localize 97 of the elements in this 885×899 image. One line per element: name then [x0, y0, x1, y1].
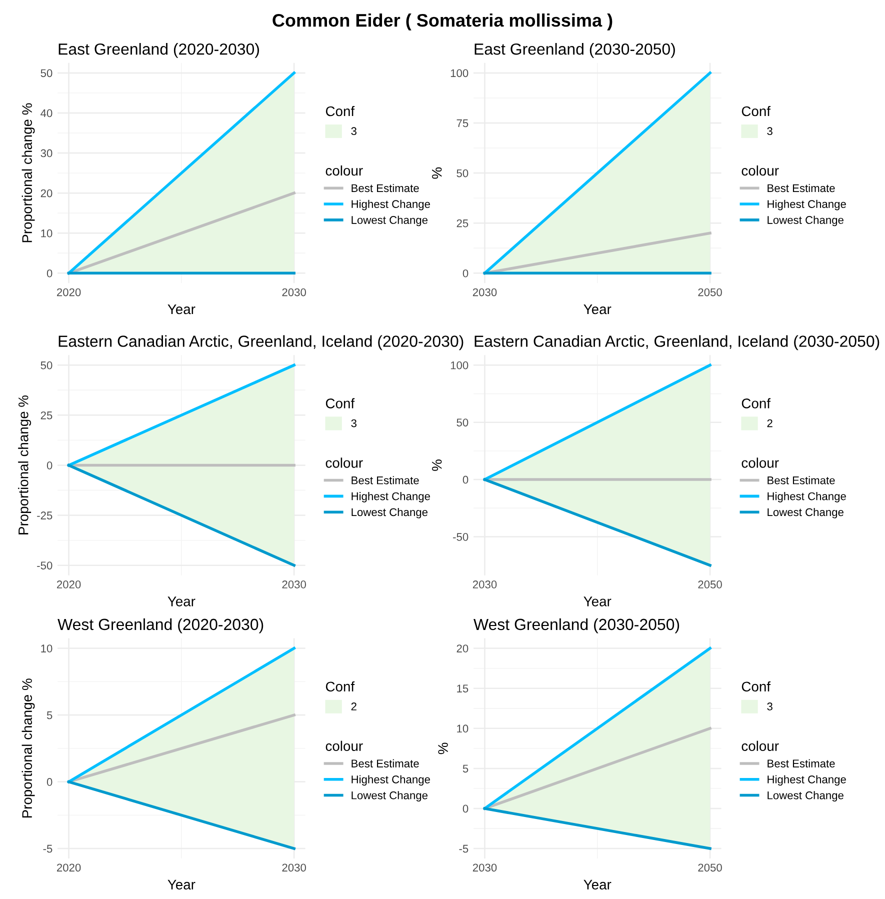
legend-title: colour [326, 165, 363, 176]
y-tick-label: 15 [457, 684, 468, 692]
legend-label: Lowest Change [768, 791, 844, 802]
y-tick-label: 50 [40, 69, 52, 78]
y-tick-label: 0 [46, 269, 52, 278]
y-tick-label: 5 [462, 764, 468, 773]
x-axis-title: Year [168, 596, 196, 606]
legend-label: Lowest Change [352, 791, 428, 802]
x-tick-label: 2030 [282, 864, 306, 872]
x-axis-title: Year [584, 304, 612, 314]
legend-label: Lowest Change [352, 216, 428, 226]
y-tick-label: 100 [450, 69, 468, 78]
y-tick-label: 40 [40, 109, 52, 118]
legend-label: Highest Change [768, 200, 846, 210]
y-tick-label: 75 [456, 119, 468, 128]
y-tick-label: 20 [40, 189, 52, 198]
legend-title: colour [742, 740, 779, 751]
text: 3 [767, 127, 772, 136]
chart-title: Eastern Canadian Arctic, Greenland, Iceland (2020-2030) [58, 335, 464, 350]
y-tick-label: 10 [41, 644, 52, 652]
y-tick-label: 0 [462, 804, 468, 813]
legend-label: Best Estimate [768, 759, 835, 768]
y-tick-label: 10 [457, 724, 468, 733]
x-tick-label: 2030 [472, 580, 497, 588]
x-tick-label: 2050 [698, 580, 722, 588]
y-tick-label: -50 [453, 533, 468, 541]
x-axis-title: Year [584, 596, 612, 606]
y-axis-title: Proportional change % [18, 395, 32, 534]
y-tick-label: 0 [46, 778, 52, 786]
legend-title: colour [326, 740, 363, 751]
legend-title: colour [742, 458, 779, 468]
legend-label: Best Estimate [768, 476, 835, 484]
legend-label: Best Estimate [352, 759, 419, 768]
y-tick-label: 5 [46, 711, 52, 720]
x-axis-title: Year [168, 880, 196, 890]
text: Conf [742, 106, 771, 116]
x-tick-label: 2050 [698, 288, 722, 296]
y-tick-label: 0 [462, 476, 468, 484]
y-tick-label: 50 [40, 361, 52, 370]
x-tick-label: 2030 [472, 864, 497, 872]
x-tick-label: 2050 [698, 864, 722, 872]
y-axis-title: Proportional change % [22, 678, 35, 818]
legend-label: Highest Change [352, 492, 430, 502]
x-tick-label: 2030 [282, 288, 306, 296]
text: 2 [767, 419, 772, 428]
x-tick-label: 2020 [56, 864, 81, 872]
y-tick-label: -50 [37, 562, 52, 570]
x-tick-label: 2020 [56, 288, 81, 296]
text: 3 [767, 702, 772, 710]
y-axis-title: Proportional change % [22, 103, 35, 242]
y-tick-label: 10 [41, 229, 52, 238]
chart-title: West Greenland (2030-2050) [474, 618, 680, 634]
y-axis-title: % [432, 460, 442, 471]
y-axis-title: % [438, 742, 448, 754]
chart-title: Eastern Canadian Arctic, Greenland, Iceland (2030-2050) [474, 335, 880, 350]
legend-label: Best Estimate [352, 476, 419, 484]
text: Conf [326, 681, 355, 692]
chart-title: West Greenland (2020-2030) [58, 618, 264, 634]
chart-title: East Greenland (2020-2030) [58, 43, 259, 58]
y-tick-label: 50 [456, 418, 468, 426]
x-axis-title: Year [584, 880, 612, 890]
y-tick-label: 30 [40, 149, 52, 158]
chart-title: East Greenland (2030-2050) [474, 43, 675, 58]
legend-label: Lowest Change [768, 508, 844, 518]
text: 2 [351, 702, 356, 710]
y-tick-label: 25 [456, 219, 468, 228]
text: Conf [742, 681, 771, 692]
legend-label: Lowest Change [768, 216, 844, 226]
x-axis-title: Year [168, 304, 196, 314]
text: Common Eider ( Somateria mollissima ) [272, 13, 612, 30]
legend-label: Highest Change [768, 492, 846, 502]
legend-label: Best Estimate [352, 184, 419, 192]
text: 3 [351, 127, 356, 136]
x-tick-label: 2030 [472, 288, 497, 296]
y-tick-label: -5 [459, 844, 468, 853]
y-tick-label: 0 [46, 462, 52, 470]
legend-label: Best Estimate [768, 184, 835, 192]
y-tick-label: -5 [43, 844, 52, 853]
legend-title: colour [742, 165, 779, 176]
y-tick-label: 0 [462, 269, 468, 278]
legend-label: Lowest Change [352, 508, 428, 518]
text: Conf [742, 398, 771, 408]
legend-label: Highest Change [352, 775, 430, 786]
y-tick-label: 25 [40, 411, 52, 420]
text: 3 [351, 419, 356, 428]
y-tick-label: 20 [456, 644, 468, 652]
legend-label: Highest Change [768, 775, 846, 786]
x-tick-label: 2020 [56, 580, 81, 588]
y-axis-title: % [432, 167, 442, 179]
y-tick-label: -25 [37, 512, 52, 520]
legend-label: Highest Change [352, 200, 430, 210]
legend-title: colour [326, 458, 363, 468]
text: Conf [326, 106, 355, 116]
x-tick-label: 2030 [282, 580, 306, 588]
y-tick-label: 100 [450, 361, 468, 370]
text: Conf [326, 398, 355, 408]
y-tick-label: 50 [456, 169, 468, 178]
